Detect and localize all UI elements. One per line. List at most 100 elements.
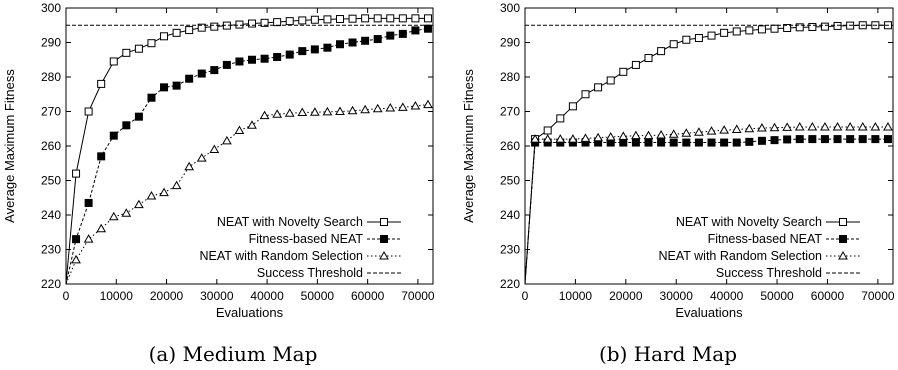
data-point	[83, 234, 94, 243]
data-point	[580, 133, 591, 142]
data-point	[808, 135, 817, 144]
data-point	[644, 138, 653, 147]
data-point	[259, 110, 270, 120]
legend-label: NEAT with Random Selection	[199, 249, 363, 263]
data-point	[84, 107, 93, 116]
data-point	[234, 125, 245, 134]
x-tick-label: 20000	[609, 289, 643, 303]
data-point	[323, 15, 332, 24]
data-point	[732, 138, 741, 147]
data-point	[172, 28, 181, 37]
data-point	[720, 138, 729, 147]
data-point	[97, 152, 106, 161]
x-tick-label: 10000	[100, 289, 134, 303]
legend-label: NEAT with Random Selection	[658, 249, 822, 263]
x-tick-label: 0	[63, 289, 70, 303]
data-point	[720, 28, 729, 37]
data-point	[833, 21, 842, 30]
y-tick-label: 280	[41, 70, 61, 84]
data-point	[159, 187, 169, 197]
legend-marker	[838, 250, 848, 260]
data-point	[682, 138, 691, 147]
data-point	[543, 126, 552, 135]
data-point	[794, 122, 805, 131]
data-point	[160, 32, 169, 41]
data-point	[618, 131, 629, 140]
data-point	[372, 103, 383, 113]
chart-panel-a: 220 230 240 250 260 270 280 290 300 0 10000 20000 30…	[2, 1, 435, 366]
data-point	[247, 120, 257, 129]
data-point	[285, 50, 294, 59]
x-tick-label: 70000	[401, 289, 435, 303]
data-point	[171, 180, 182, 190]
data-point	[795, 135, 804, 144]
data-point	[72, 235, 81, 244]
data-point	[260, 54, 269, 63]
data-point	[619, 67, 628, 76]
y-tick-label: 250	[500, 174, 520, 188]
series-neat-with-novelty-search	[524, 21, 892, 285]
x-tick-label: 70000	[861, 289, 895, 303]
data-point	[185, 74, 194, 83]
y-tick-label: 260	[41, 139, 61, 153]
x-tick-label: 60000	[811, 289, 845, 303]
data-point	[97, 79, 106, 88]
series-neat-with-novelty-search	[65, 14, 432, 285]
x-tick-label: 40000	[250, 289, 284, 303]
data-point	[248, 55, 257, 64]
data-point	[581, 90, 590, 99]
data-point	[832, 122, 843, 131]
data-point	[593, 132, 603, 142]
data-point	[631, 138, 640, 147]
data-point	[619, 138, 628, 147]
data-point	[682, 35, 691, 44]
legend-label: Fitness-based NEAT	[708, 232, 823, 246]
x-tick-label: 30000	[200, 289, 234, 303]
data-point	[605, 132, 616, 141]
x-tick-label: 20000	[150, 289, 184, 303]
series-neat-with-random-selection	[524, 122, 893, 285]
x-axis-label: Evaluations	[216, 305, 284, 320]
data-point	[298, 47, 307, 56]
y-tick-label: 290	[41, 36, 61, 50]
legend-label: Success Threshold	[257, 266, 363, 280]
data-point	[398, 29, 407, 38]
data-point	[196, 153, 207, 162]
data-point	[373, 14, 382, 23]
chart-panel-b: 220 230 240 250 260 270 280 290 300 0 10000 20000 30…	[461, 1, 895, 366]
data-point	[656, 129, 666, 139]
data-point	[556, 114, 565, 123]
y-tick-label: 220	[500, 277, 520, 291]
x-tick-label: 40000	[710, 289, 744, 303]
data-point	[555, 134, 566, 143]
data-point	[542, 134, 553, 143]
data-point	[297, 107, 308, 117]
data-point	[273, 52, 282, 61]
data-point	[694, 127, 704, 136]
y-tick-label: 290	[500, 36, 520, 50]
data-point	[644, 54, 653, 63]
series-line	[524, 24, 888, 285]
data-point	[783, 24, 792, 33]
y-tick-label: 300	[41, 1, 61, 15]
legend-marker	[380, 218, 388, 226]
data-point	[530, 134, 540, 143]
data-point	[121, 208, 132, 217]
data-point	[298, 16, 307, 25]
series-line	[65, 28, 429, 285]
data-point	[172, 81, 181, 90]
data-point	[185, 26, 194, 35]
data-point	[820, 135, 829, 144]
y-tick-label: 220	[41, 277, 61, 291]
y-tick-label: 270	[41, 105, 61, 119]
legend: NEAT with Novelty Search Fitness-based NE…	[199, 215, 401, 280]
legend-marker	[379, 250, 389, 260]
data-point	[731, 124, 742, 133]
data-point	[423, 99, 433, 109]
data-point	[273, 18, 282, 27]
data-point	[309, 107, 320, 116]
data-point	[744, 123, 755, 133]
data-point	[347, 105, 358, 115]
data-point	[210, 22, 219, 31]
y-tick-label: 270	[500, 105, 520, 119]
